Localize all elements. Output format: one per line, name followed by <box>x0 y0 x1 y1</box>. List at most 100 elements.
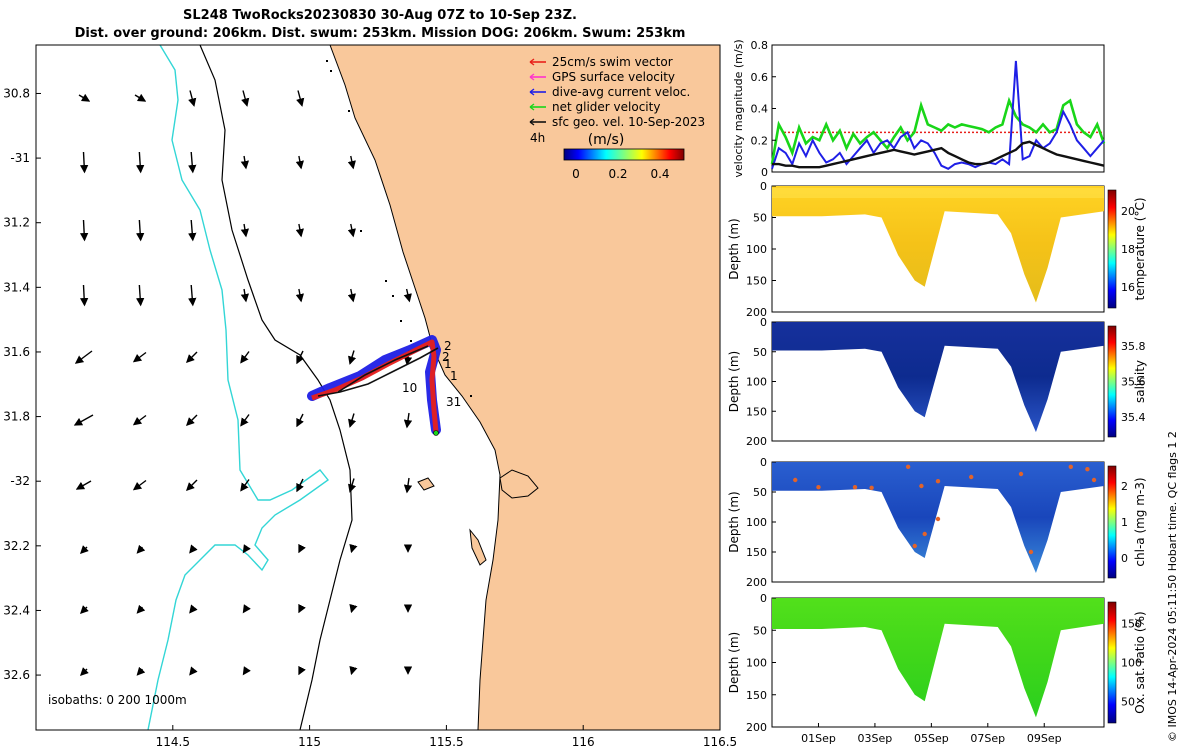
velocity-series-line <box>770 96 1106 165</box>
current-vector <box>134 93 147 102</box>
current-vector <box>79 284 89 307</box>
shoal-marker <box>392 295 394 297</box>
colorbar-tick-label: 0.2 <box>608 167 627 181</box>
day-label: 10 <box>402 381 417 395</box>
y-tick-label: 200 <box>746 721 767 734</box>
current-vector <box>79 219 89 242</box>
current-vector <box>79 151 89 174</box>
shoal-marker <box>348 110 350 112</box>
current-vector <box>296 90 305 107</box>
current-vector <box>242 604 251 614</box>
day-label: 2 <box>442 350 450 364</box>
current-vector <box>189 666 198 676</box>
current-vector <box>296 478 304 493</box>
colorbar-tick-label: 18 <box>1121 243 1135 256</box>
velocity-series-line <box>772 140 1105 169</box>
current-vector <box>188 219 197 242</box>
colorbar-label: temperature (°C) <box>1133 198 1147 301</box>
current-vector <box>242 666 251 676</box>
depth-ylabel: Depth (m) <box>727 351 741 412</box>
y-tick-label: 100 <box>746 516 767 529</box>
current-vector <box>240 223 250 238</box>
velocity-ylabel: velocity magnitude (m/s) <box>732 39 745 177</box>
y-tick-label: 100 <box>746 376 767 389</box>
heatmap-field <box>772 598 1104 718</box>
day-label: 1 <box>450 369 458 383</box>
current-vector <box>188 151 197 174</box>
current-vector <box>136 666 146 676</box>
y-tick-label: 0.4 <box>751 103 769 116</box>
y-tick-label: 32.2 <box>3 539 30 553</box>
speed-colorbar <box>563 148 685 161</box>
current-vector <box>74 350 93 364</box>
y-tick-label: 150 <box>746 405 767 418</box>
current-vector <box>240 155 250 170</box>
y-tick-label: 0 <box>760 316 767 329</box>
depth-ylabel: Depth (m) <box>727 218 741 279</box>
colorbar-unit-label: (m/s) <box>588 132 625 148</box>
current-vector <box>75 480 92 490</box>
chl-sample-dot <box>816 485 821 490</box>
colorbar-tick-label: 35.6 <box>1121 376 1146 389</box>
current-vector <box>403 477 413 494</box>
day-label: 31 <box>446 395 461 409</box>
chl-sample-dot <box>1018 471 1024 477</box>
colorbar <box>1107 189 1117 309</box>
colorbar-tick-label: 50 <box>1121 696 1135 709</box>
y-tick-label: 0.8 <box>751 39 769 52</box>
y-tick-label: 0 <box>760 592 767 605</box>
salinity-panel: 0 50 100 150 200 Depth (m) 35.4 35.6 35.8 salinit… <box>727 316 1147 448</box>
colorbar-tick-label: 100 <box>1121 657 1142 670</box>
colorbar-tick-label: 0 <box>572 167 580 181</box>
y-tick-label: 31.8 <box>3 410 30 424</box>
current-vector <box>240 288 250 303</box>
x-tick-label: 116.5 <box>703 735 737 749</box>
y-tick-label: -31 <box>10 151 30 165</box>
y-tick-label: 200 <box>746 435 767 448</box>
current-vector <box>295 288 304 303</box>
colorbar-tick-label: 1 <box>1121 516 1128 529</box>
chl-sample-dot <box>922 531 927 537</box>
current-vector <box>80 545 89 554</box>
current-vector <box>136 284 145 307</box>
colorbar-label: Ox. sat. ratio (%) <box>1133 611 1147 713</box>
current-vector <box>296 413 304 428</box>
credit-text: © IMOS 14-Apr-2024 05:11:50 Hobart time.… <box>1166 431 1179 742</box>
colorbar-tick-label: 35.8 <box>1121 340 1146 353</box>
current-vector <box>78 93 91 102</box>
colorbar-tick-label: 0.4 <box>650 167 669 181</box>
current-vector <box>80 667 89 676</box>
y-tick-label: 200 <box>746 306 767 319</box>
x-tick-label: 115 <box>298 735 321 749</box>
chl-sample-dot <box>1085 467 1090 472</box>
sfc-geo-track <box>317 345 439 397</box>
current-vector <box>241 90 250 107</box>
colorbar-tick-label: 2 <box>1121 480 1128 493</box>
current-vector <box>136 544 146 554</box>
current-vector <box>403 288 412 303</box>
shoal-marker <box>360 230 362 232</box>
current-vector <box>403 412 413 429</box>
shoal-marker <box>330 70 332 72</box>
legend-label: sfc geo. vel. 10-Sep-2023 <box>552 115 705 129</box>
colorbar <box>1107 465 1117 579</box>
current-vector <box>136 219 145 242</box>
y-tick-label: 150 <box>746 689 767 702</box>
map-frame <box>35 44 721 731</box>
y-tick-label: 31.6 <box>3 345 30 359</box>
chl-sample-dot <box>1028 549 1034 555</box>
isobath-1000m <box>147 45 330 730</box>
y-tick-label: 32.4 <box>3 603 30 617</box>
y-tick-label: -32 <box>10 474 30 488</box>
current-vector <box>186 351 198 363</box>
y-tick-label: 50 <box>753 624 767 637</box>
depth-ylabel: Depth (m) <box>727 632 741 693</box>
current-vector <box>132 351 147 363</box>
chl-sample-dot <box>935 516 941 522</box>
colorbar <box>1107 601 1117 724</box>
glider-track <box>307 335 441 436</box>
x-tick-label: 05Sep <box>914 732 949 745</box>
